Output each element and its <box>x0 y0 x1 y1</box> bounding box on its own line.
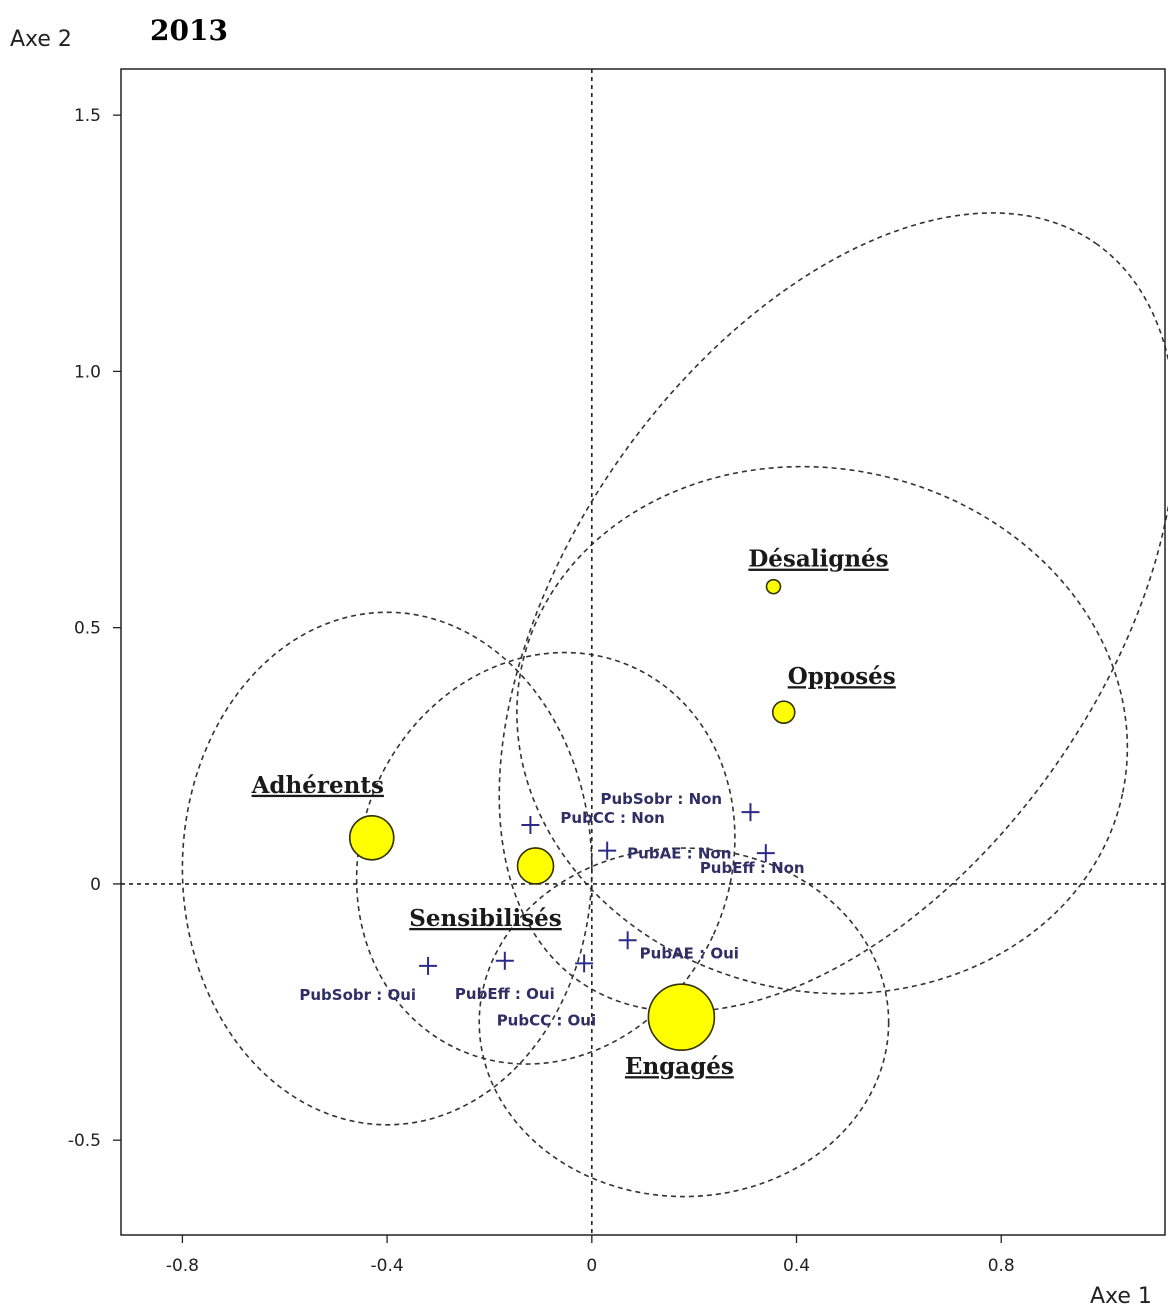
cluster-adherents: Adhérents <box>251 772 395 861</box>
ellipse-opposes <box>516 465 1129 995</box>
modality-pubeff-oui: PubEff : Oui <box>455 951 555 1003</box>
cluster-opposes: Opposés <box>771 663 896 725</box>
confidence-ellipses <box>181 212 1168 1198</box>
y-tick-label: 1.0 <box>74 362 101 382</box>
y-axis-label: Axe 2 <box>10 27 72 52</box>
modality-pubae-oui-label: PubAE : Oui <box>640 944 739 962</box>
modality-pubcc-oui: PubCC : Oui <box>497 954 596 1029</box>
cluster-desalignes-label: Désalignés <box>748 546 888 573</box>
modality-pubcc-oui-label: PubCC : Oui <box>497 1011 596 1029</box>
plot-frame <box>120 68 1166 1236</box>
cluster-sensibilises-point <box>516 847 555 885</box>
modality-pubeff-non-label: PubEff : Non <box>700 859 805 877</box>
x-tick-label: 0 <box>586 1256 597 1276</box>
x-tick-label: -0.8 <box>166 1256 199 1276</box>
cluster-engages-point <box>647 983 716 1051</box>
modality-pubcc-non: PubCC : Non <box>521 809 665 834</box>
cluster-sensibilises: Sensibilisés <box>409 847 562 932</box>
modality-pubeff-oui-label: PubEff : Oui <box>455 985 555 1003</box>
modality-pubsobr-oui-label: PubSobr : Oui <box>299 986 416 1004</box>
modality-pubsobr-oui: PubSobr : Oui <box>299 956 438 1004</box>
y-tick-label: 1.5 <box>74 106 101 126</box>
cluster-adherents-label: Adhérents <box>251 772 384 799</box>
ellipse-sensibilises <box>355 651 736 1065</box>
reference-lines <box>121 69 1165 1235</box>
modality-pubeff-non: PubEff : Non <box>700 844 805 877</box>
modality-pubae-non: PubAE : Non <box>598 841 731 863</box>
modality-pubae-non-label: PubAE : Non <box>627 845 731 863</box>
chart-title: 2013 <box>150 14 228 47</box>
x-tick-label: 0.4 <box>783 1256 810 1276</box>
ellipse-desalignes <box>498 212 1168 1013</box>
cluster-engages: Engagés <box>625 983 734 1080</box>
cluster-engages-label: Engagés <box>625 1053 734 1080</box>
modality-pubae-oui: PubAE : Oui <box>618 931 739 962</box>
y-tick-label: 0 <box>90 875 101 895</box>
cluster-points: Adhérents Sensibilisés Désalignés Opposés En… <box>251 546 896 1081</box>
cluster-desalignes-point <box>765 578 782 595</box>
cluster-sensibilises-label: Sensibilisés <box>409 905 561 932</box>
y-tick-label: -0.5 <box>68 1131 101 1151</box>
cluster-opposes-point <box>771 700 796 725</box>
cluster-adherents-point <box>348 814 395 861</box>
x-axis-label: Axe 1 <box>1090 1284 1152 1309</box>
modality-pubcc-non-label: PubCC : Non <box>560 809 664 827</box>
axis-ticks: -0.8 -0.4 0 0.4 0.8 -0.5 0 0.5 1.0 1.5 <box>68 106 1015 1276</box>
modality-pubsobr-non: PubSobr : Non <box>600 790 760 822</box>
y-tick-label: 0.5 <box>74 619 101 639</box>
cluster-opposes-label: Opposés <box>788 663 896 690</box>
ellipse-engages <box>478 847 890 1198</box>
cluster-desalignes: Désalignés <box>748 546 889 595</box>
modality-pubsobr-non-label: PubSobr : Non <box>600 790 722 808</box>
x-tick-label: 0.8 <box>988 1256 1015 1276</box>
ellipse-adherents <box>181 611 593 1126</box>
x-tick-label: -0.4 <box>371 1256 404 1276</box>
